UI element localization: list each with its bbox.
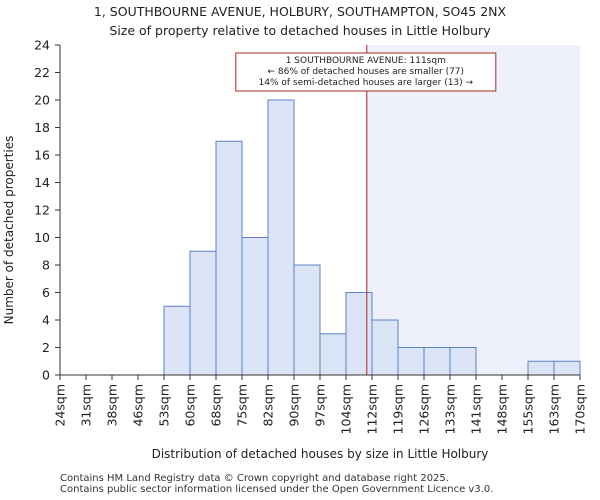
x-tick-label: 97sqm	[313, 384, 328, 427]
annotation-box	[235, 52, 497, 92]
x-tick-label: 133sqm	[443, 384, 458, 434]
y-tick-label: 18	[34, 120, 50, 135]
x-tick-label: 90sqm	[287, 384, 302, 427]
x-tick-label: 119sqm	[391, 384, 406, 434]
x-tick-label: 141sqm	[469, 384, 484, 434]
histogram-bar	[553, 360, 581, 376]
y-tick-label: 0	[42, 368, 50, 383]
x-tick-label: 53sqm	[157, 384, 172, 427]
histogram-bar	[345, 292, 373, 376]
histogram-bar	[527, 360, 555, 376]
x-tick-label: 170sqm	[573, 384, 588, 434]
x-tick-label: 104sqm	[339, 384, 354, 434]
y-axis-label: Number of detached properties	[2, 136, 16, 325]
x-tick-label: 68sqm	[209, 384, 224, 427]
histogram-bar	[397, 347, 425, 376]
histogram-bar	[293, 264, 321, 376]
y-tick-label: 12	[34, 203, 50, 218]
histogram-bar	[215, 140, 243, 376]
footer-line-2: Contains public sector information licen…	[60, 484, 494, 495]
x-tick-label: 38sqm	[105, 384, 120, 427]
x-tick-label: 126sqm	[417, 384, 432, 434]
x-tick-label: 46sqm	[131, 384, 146, 427]
y-tick-label: 16	[34, 148, 50, 163]
y-tick-label: 22	[34, 65, 50, 80]
y-tick-label: 24	[34, 38, 50, 53]
y-tick-label: 6	[42, 285, 50, 300]
chart-title-block: 1, SOUTHBOURNE AVENUE, HOLBURY, SOUTHAMP…	[0, 2, 600, 40]
y-tick-label: 10	[34, 230, 50, 245]
x-tick-label: 155sqm	[521, 384, 536, 434]
histogram-bar	[423, 347, 451, 376]
y-tick-label: 14	[34, 175, 50, 190]
larger-region-highlight	[366, 45, 580, 375]
histogram-bar	[319, 333, 347, 376]
x-tick-label: 112sqm	[365, 384, 380, 434]
x-tick-label: 24sqm	[53, 384, 68, 427]
x-tick-label: 148sqm	[495, 384, 510, 434]
annotation-line: ← 86% of detached houses are smaller (77…	[268, 67, 465, 77]
y-tick-label: 8	[42, 258, 50, 273]
x-tick-label: 75sqm	[235, 384, 250, 427]
y-tick-label: 20	[34, 93, 50, 108]
histogram-bar	[189, 250, 217, 376]
histogram-bar	[163, 305, 191, 376]
histogram-bar	[267, 99, 295, 376]
histogram-bar	[371, 319, 399, 376]
chart-title: 1, SOUTHBOURNE AVENUE, HOLBURY, SOUTHAMP…	[93, 4, 507, 19]
x-tick-label: 60sqm	[183, 384, 198, 427]
x-axis-label: Distribution of detached houses by size …	[152, 447, 489, 461]
histogram-bar	[449, 347, 477, 376]
annotation-line: 1 SOUTHBOURNE AVENUE: 111sqm	[286, 56, 446, 66]
footer-line-1: Contains HM Land Registry data © Crown c…	[60, 473, 449, 484]
histogram-bar	[241, 237, 269, 376]
x-tick-label: 82sqm	[261, 384, 276, 427]
footer: Contains HM Land Registry data © Crown c…	[60, 473, 493, 495]
y-tick-label: 2	[42, 340, 50, 355]
x-tick-label: 31sqm	[79, 384, 94, 427]
x-tick-label: 163sqm	[547, 384, 562, 434]
y-tick-label: 4	[42, 313, 50, 328]
chart-subtitle: Size of property relative to detached ho…	[109, 23, 491, 38]
annotation-line: 14% of semi-detached houses are larger (…	[259, 78, 474, 88]
